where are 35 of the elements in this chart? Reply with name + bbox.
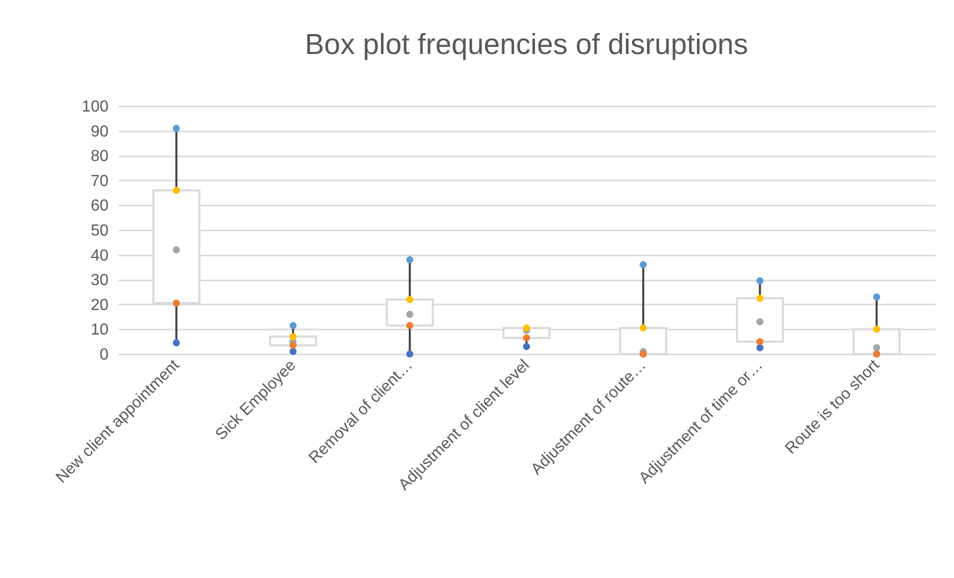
point — [756, 277, 764, 284]
point — [640, 261, 647, 268]
y-tick-label: 60 — [90, 198, 109, 215]
point — [290, 333, 297, 340]
point — [522, 324, 530, 332]
point — [756, 338, 764, 346]
point — [873, 326, 880, 333]
point — [406, 296, 414, 303]
y-tick-label: 50 — [90, 222, 109, 240]
point — [873, 293, 880, 300]
point — [406, 256, 414, 264]
y-tick-label: 70 — [90, 172, 109, 190]
point — [172, 186, 180, 194]
point — [172, 124, 180, 132]
y-tick-label: 20 — [90, 296, 109, 314]
y-tick-label: 10 — [90, 322, 109, 339]
y-tick-label: 30 — [90, 272, 109, 290]
point — [290, 342, 297, 349]
chart-title: Box plot frequencies of disruptions — [304, 29, 748, 61]
point — [290, 348, 297, 356]
y-tick-label: 80 — [90, 148, 109, 166]
point — [172, 339, 180, 346]
point — [640, 324, 647, 332]
point — [756, 294, 764, 302]
y-tick-label: 90 — [90, 123, 109, 140]
point — [290, 322, 297, 330]
point — [406, 322, 414, 330]
y-tick-label: 40 — [90, 247, 109, 264]
point — [522, 343, 530, 350]
point — [756, 344, 764, 352]
y-tick-label: 0 — [100, 346, 109, 364]
point — [406, 350, 414, 358]
y-tick-label: 100 — [82, 98, 109, 116]
point — [522, 334, 530, 342]
point — [172, 300, 180, 307]
